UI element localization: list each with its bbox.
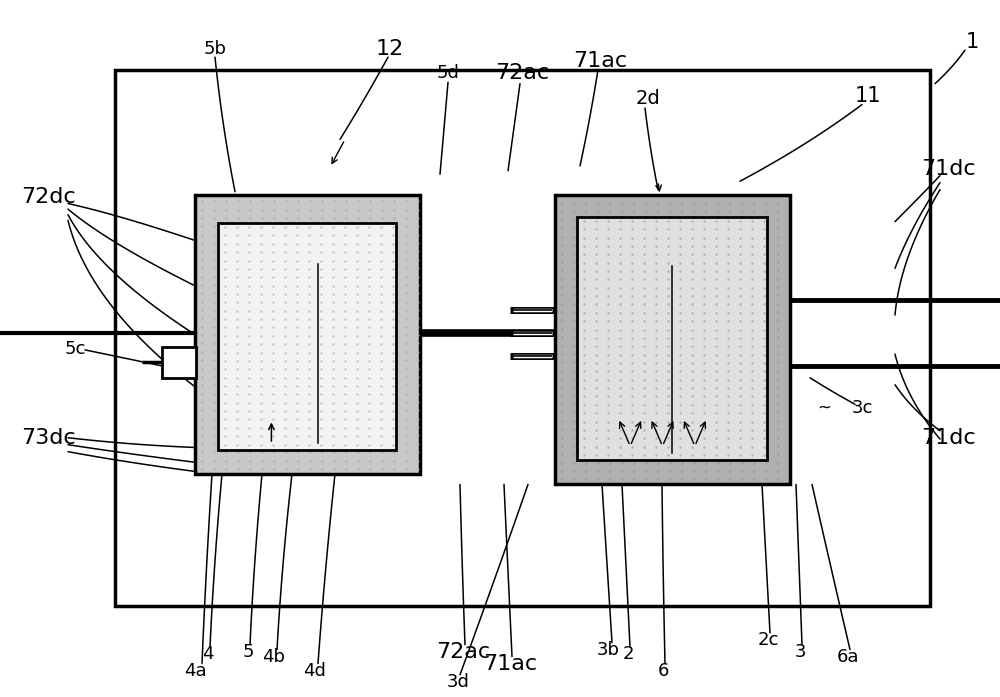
Text: 5d: 5d	[437, 64, 459, 82]
Text: 71ac: 71ac	[483, 654, 537, 673]
Text: 5b: 5b	[204, 40, 226, 58]
Text: 71ac: 71ac	[573, 52, 627, 71]
Text: 3b: 3b	[596, 641, 620, 659]
Text: 6: 6	[657, 661, 669, 680]
Text: 3: 3	[794, 643, 806, 661]
Text: 1: 1	[965, 32, 979, 52]
Text: 3c: 3c	[851, 399, 873, 417]
Text: 12: 12	[376, 39, 404, 59]
Bar	[218, 223, 396, 450]
Bar	[162, 347, 196, 378]
Text: 2c: 2c	[757, 631, 779, 649]
Text: 73dc: 73dc	[21, 428, 75, 447]
Text: 72ac: 72ac	[436, 642, 490, 661]
Text: 11: 11	[855, 86, 881, 106]
Text: 4b: 4b	[262, 648, 286, 666]
Text: 6a: 6a	[837, 648, 859, 666]
Text: 3d: 3d	[447, 673, 469, 691]
Bar	[115, 70, 930, 606]
Text: 5c: 5c	[64, 339, 86, 358]
Text: 71dc: 71dc	[921, 428, 975, 447]
Text: ~: ~	[817, 399, 831, 417]
Text: 72ac: 72ac	[495, 63, 549, 83]
Text: 72dc: 72dc	[21, 187, 75, 206]
Text: 4: 4	[202, 645, 214, 663]
Text: 2d: 2d	[636, 89, 660, 109]
Text: 2: 2	[622, 645, 634, 663]
Text: 4a: 4a	[184, 661, 206, 680]
Text: 71dc: 71dc	[921, 159, 975, 178]
Bar	[577, 217, 767, 460]
Bar	[195, 195, 420, 474]
Bar	[555, 195, 790, 484]
Text: 4d: 4d	[304, 661, 326, 680]
Text: 5: 5	[242, 643, 254, 661]
